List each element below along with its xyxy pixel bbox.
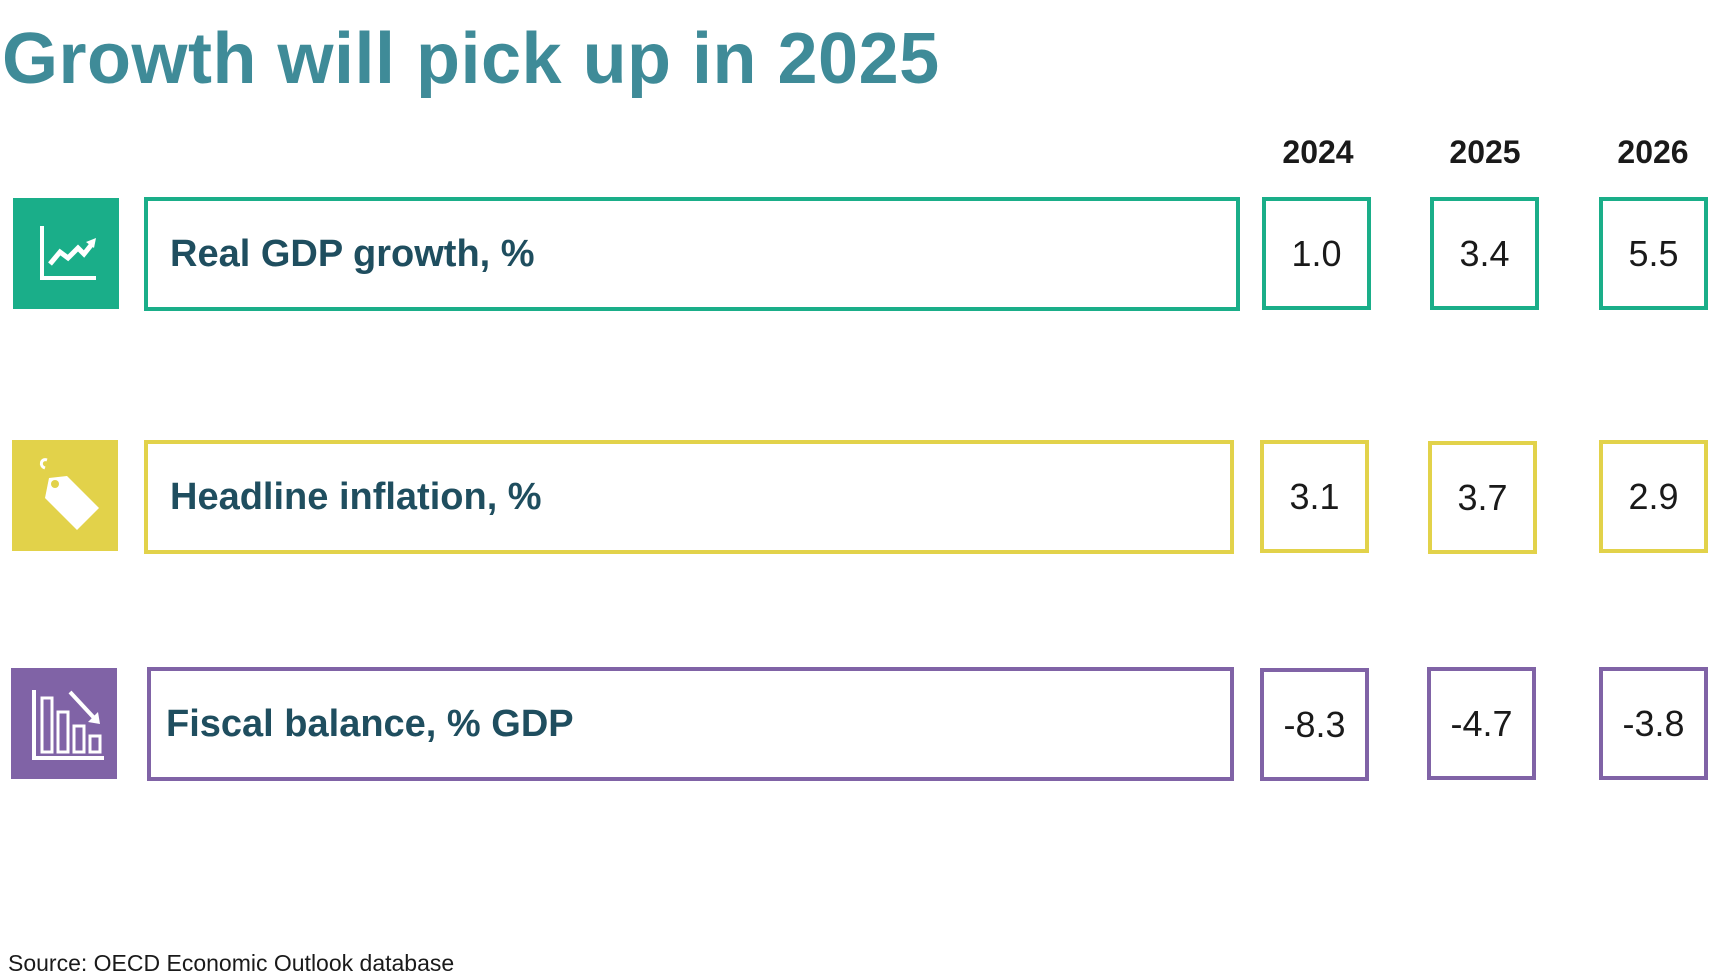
value-inflation-2026: 2.9	[1599, 440, 1708, 553]
year-header-2025: 2025	[1449, 134, 1521, 170]
value-fiscal-2026: -3.8	[1599, 667, 1708, 780]
value-gdp-2025: 3.4	[1430, 197, 1539, 310]
price-tag-icon	[12, 440, 118, 551]
year-header-2024: 2024	[1282, 134, 1354, 170]
value-gdp-2024: 1.0	[1262, 197, 1371, 310]
value-inflation-2024: 3.1	[1260, 440, 1369, 553]
value-fiscal-2025: -4.7	[1427, 667, 1536, 780]
source-note: Source: OECD Economic Outlook database	[8, 950, 455, 976]
chart-trend-up-icon	[13, 198, 119, 309]
page-title: Growth will pick up in 2025	[2, 19, 940, 99]
value-gdp-2026: 5.5	[1599, 197, 1708, 310]
value-fiscal-2024: -8.3	[1260, 668, 1369, 781]
row-label-real-gdp-growth: Real GDP growth, %	[144, 197, 1240, 311]
row-label-fiscal-balance: Fiscal balance, % GDP	[147, 667, 1234, 781]
bar-chart-decline-icon	[11, 668, 117, 779]
year-header-2026: 2026	[1617, 134, 1689, 170]
row-label-headline-inflation: Headline inflation, %	[144, 440, 1234, 554]
value-inflation-2025: 3.7	[1428, 441, 1537, 554]
